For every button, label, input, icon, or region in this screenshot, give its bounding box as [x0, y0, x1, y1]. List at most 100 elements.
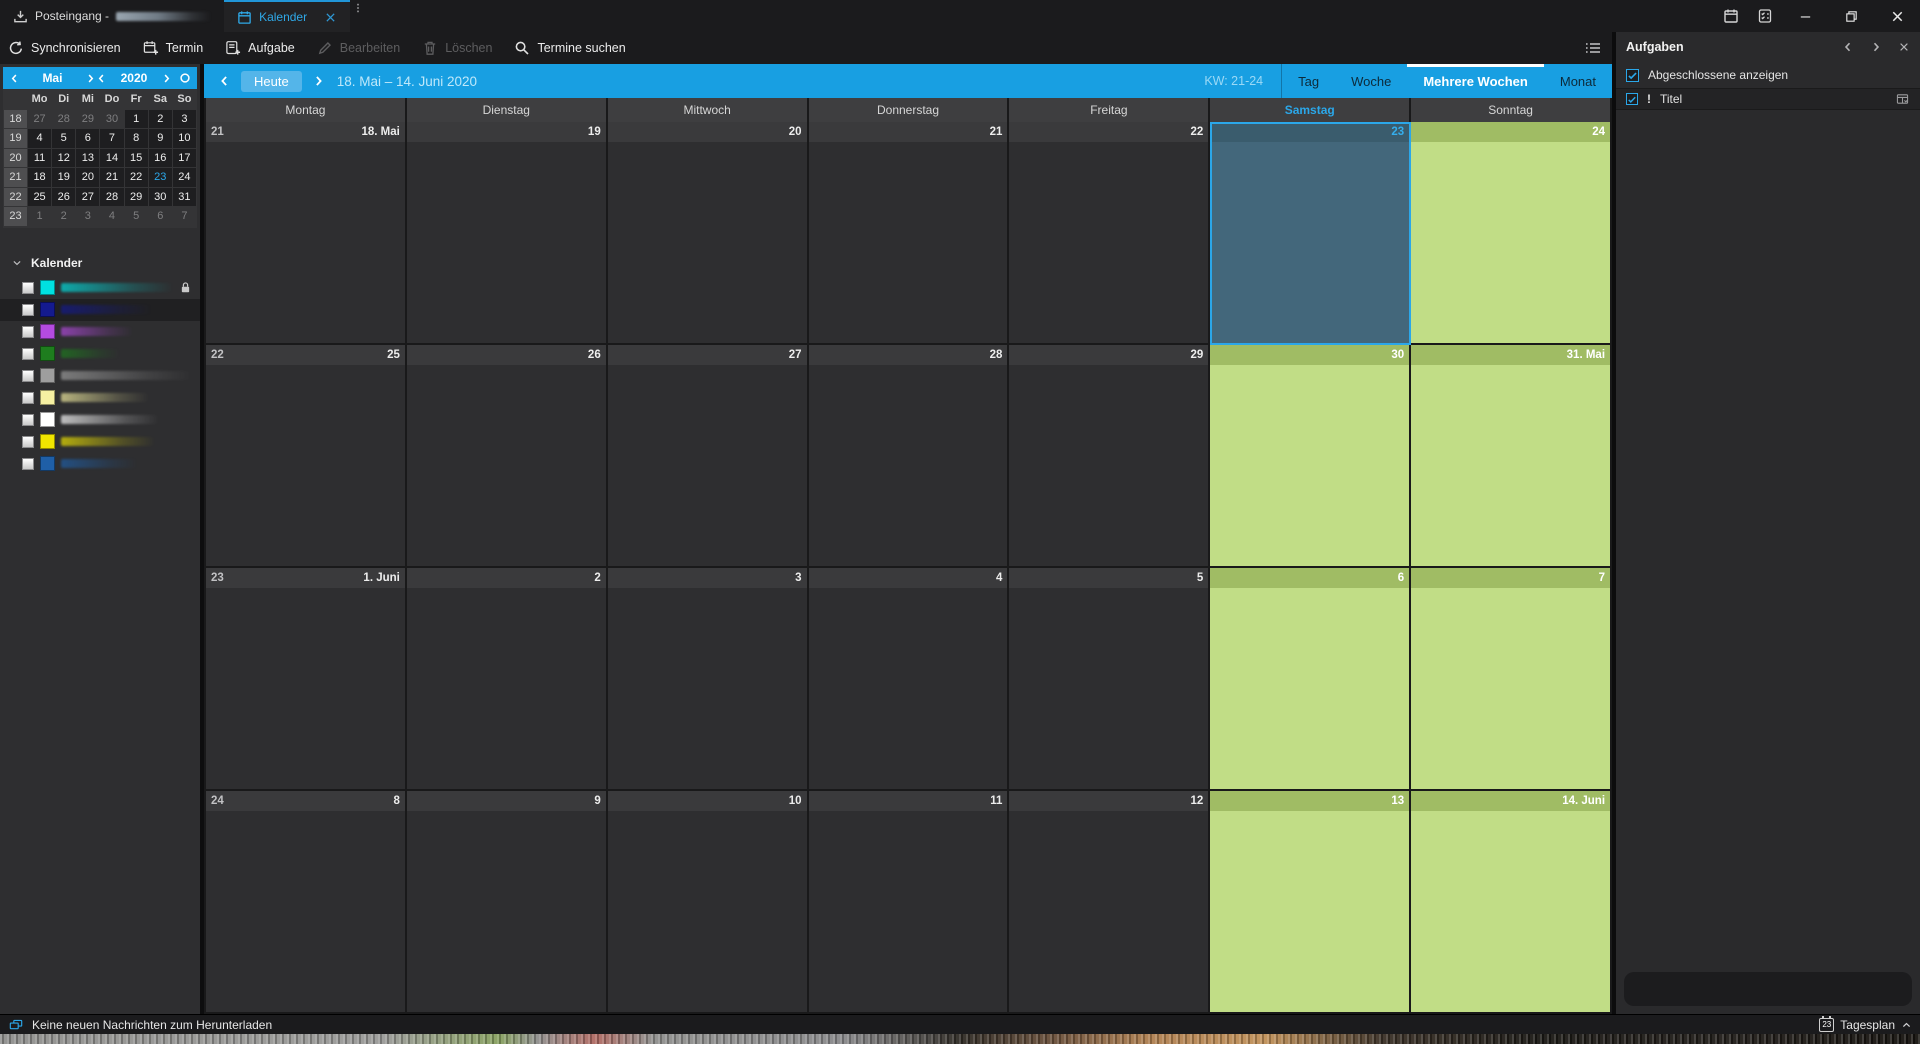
day-cell-body[interactable] [1009, 811, 1208, 1012]
tasks-forward-icon[interactable] [1870, 41, 1882, 53]
minical-date[interactable]: 17 [172, 148, 196, 167]
list-menu-icon[interactable] [1584, 40, 1602, 56]
day-cell-kw22-28[interactable]: 28 [808, 345, 1010, 568]
day-cell-body[interactable] [206, 365, 405, 566]
day-cell-kw21-24[interactable]: 24 [1411, 122, 1613, 345]
minical-date[interactable]: 13 [76, 148, 100, 167]
minical-date[interactable]: 22 [124, 168, 148, 187]
day-cell-body[interactable] [1411, 142, 1610, 343]
view-tab-monat[interactable]: Monat [1559, 73, 1596, 89]
day-cell-kw23-4[interactable]: 4 [808, 568, 1010, 791]
minimize-button[interactable] [1782, 0, 1828, 32]
day-cell-body[interactable] [1009, 365, 1208, 566]
day-cell-body[interactable] [1411, 588, 1610, 789]
day-cell-body[interactable] [407, 811, 606, 1012]
day-cell-kw22-30[interactable]: 30 [1210, 345, 1412, 568]
new-task-input[interactable] [1624, 972, 1912, 1006]
minical-date[interactable]: 1 [28, 207, 52, 226]
minical-date[interactable]: 12 [52, 148, 76, 167]
tasks-back-icon[interactable] [1842, 41, 1854, 53]
calendar-list-item[interactable] [0, 453, 200, 475]
next-month-icon[interactable] [85, 73, 96, 84]
minical-date[interactable]: 8 [124, 129, 148, 148]
minical-date[interactable]: 29 [124, 187, 148, 206]
day-cell-body[interactable] [809, 811, 1008, 1012]
minical-date[interactable]: 4 [28, 129, 52, 148]
minical-date[interactable]: 9 [148, 129, 172, 148]
next-period-icon[interactable] [312, 74, 325, 88]
day-plan-toggle[interactable]: 23 Tagesplan [1819, 1015, 1912, 1032]
title-column[interactable]: Titel [1660, 92, 1683, 106]
minical-date[interactable]: 7 [172, 207, 196, 226]
calendar-list-item[interactable] [0, 365, 200, 387]
calendar-list-item[interactable] [0, 343, 200, 365]
calendar-section-header[interactable]: Kalender [0, 250, 200, 277]
day-cell-body[interactable] [809, 365, 1008, 566]
minical-date[interactable]: 1 [124, 109, 148, 128]
minical-date[interactable]: 14 [100, 148, 124, 167]
tasks-close-icon[interactable] [1898, 41, 1910, 53]
calendar-checkbox[interactable] [22, 435, 34, 448]
next-year-icon[interactable] [161, 73, 172, 84]
minical-date[interactable]: 19 [52, 168, 76, 187]
minical-date[interactable]: 24 [172, 168, 196, 187]
minical-date[interactable]: 20 [76, 168, 100, 187]
toolbar-button-aufgabe[interactable]: Aufgabe [225, 40, 295, 56]
prev-month-icon[interactable] [9, 73, 20, 84]
minical-date[interactable]: 27 [28, 109, 52, 128]
view-tab-mehrere-wochen[interactable]: Mehrere Wochen [1407, 64, 1544, 98]
day-cell-body[interactable] [608, 811, 807, 1012]
minical-date[interactable]: 15 [124, 148, 148, 167]
minical-date-today[interactable]: 23 [148, 168, 172, 187]
day-cell-kw23-3[interactable]: 3 [607, 568, 809, 791]
priority-column[interactable]: ! [1647, 92, 1651, 106]
day-cell-body[interactable] [809, 588, 1008, 789]
minical-date[interactable]: 29 [76, 109, 100, 128]
view-tab-woche[interactable]: Woche [1351, 73, 1392, 89]
calendar-list-item[interactable] [0, 277, 200, 299]
day-cell-body[interactable] [1411, 365, 1610, 566]
toolbar-button-termin[interactable]: Termin [143, 40, 203, 56]
day-cell-body[interactable] [206, 811, 405, 1012]
day-cell-kw22-31-mai[interactable]: 31. Mai [1411, 345, 1613, 568]
completed-column-checkbox[interactable] [1626, 93, 1638, 105]
minical-date[interactable]: 10 [172, 129, 196, 148]
day-cell-body[interactable] [608, 365, 807, 566]
day-cell-kw22-25[interactable]: 22 25 [206, 345, 407, 568]
open-calendar-tab-button[interactable] [1714, 0, 1748, 32]
tab-overflow-icon[interactable] [350, 0, 364, 16]
tab-kalender[interactable]: Kalender [224, 0, 351, 32]
minical-date[interactable]: 16 [148, 148, 172, 167]
day-cell-kw24-14-juni[interactable]: 14. Juni [1411, 791, 1613, 1014]
day-cell-kw24-8[interactable]: 24 8 [206, 791, 407, 1014]
minical-date[interactable]: 31 [172, 187, 196, 206]
day-cell-kw21-18-mai[interactable]: 21 18. Mai [206, 122, 407, 345]
day-cell-kw24-13[interactable]: 13 [1210, 791, 1412, 1014]
day-cell-body[interactable] [1210, 811, 1409, 1012]
minical-date[interactable]: 2 [148, 109, 172, 128]
calendar-checkbox[interactable] [22, 457, 34, 470]
today-button[interactable]: Heute [241, 70, 302, 92]
column-picker-icon[interactable] [1895, 92, 1910, 106]
calendar-checkbox[interactable] [22, 347, 34, 360]
calendar-list-item[interactable] [0, 409, 200, 431]
day-cell-kw21-20[interactable]: 20 [607, 122, 809, 345]
view-tab-tag[interactable]: Tag [1298, 73, 1320, 89]
day-cell-body[interactable] [206, 588, 405, 789]
calendar-list-item[interactable] [0, 298, 200, 321]
open-tasks-tab-button[interactable] [1748, 0, 1782, 32]
day-cell-kw23-1-juni[interactable]: 23 1. Juni [206, 568, 407, 791]
tasks-list-empty[interactable] [1616, 110, 1920, 966]
day-cell-body[interactable] [608, 588, 807, 789]
day-cell-kw24-9[interactable]: 9 [406, 791, 608, 1014]
day-cell-kw23-6[interactable]: 6 [1210, 568, 1412, 791]
minical-date[interactable]: 27 [76, 187, 100, 206]
day-cell-kw21-23[interactable]: 23 [1210, 122, 1412, 345]
prev-year-icon[interactable] [96, 73, 107, 84]
calendar-checkbox[interactable] [22, 369, 34, 382]
minical-date[interactable]: 2 [52, 207, 76, 226]
day-cell-body[interactable] [1009, 588, 1208, 789]
calendar-checkbox[interactable] [22, 325, 34, 338]
day-cell-body[interactable] [1210, 142, 1409, 343]
show-completed-checkbox[interactable] [1626, 68, 1639, 82]
